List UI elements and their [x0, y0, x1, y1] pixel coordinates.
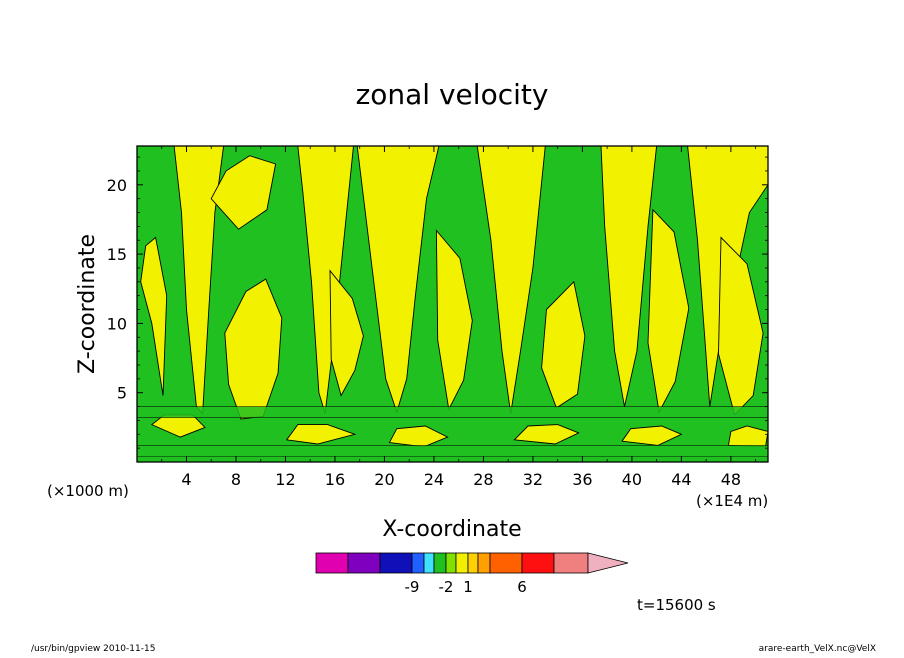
colorbar: -9 -2 1 6 [315, 552, 629, 596]
x-axis-label: X-coordinate [382, 517, 521, 542]
colorbar-segment [379, 552, 413, 574]
footer-right: arare-earth_VelX.nc@VelX [759, 644, 876, 654]
x-tick-label: 20 [374, 470, 394, 489]
x-tick-label: 44 [671, 470, 691, 489]
yellow-contour-region [718, 236, 764, 416]
yellow-contour-region [647, 208, 690, 414]
colorbar-segment [467, 552, 479, 574]
yellow-contour-region [285, 424, 357, 445]
y-axis: 5 10 15 20 [107, 156, 768, 449]
yellow-contour-region [140, 236, 168, 396]
colorbar-segment [455, 552, 469, 574]
x-tick-label: 40 [622, 470, 642, 489]
yellow-contour-region [224, 278, 283, 420]
x-unit-right: (×1E4 m) [696, 492, 768, 510]
x-tick-label: 32 [523, 470, 543, 489]
colorbar-segment [477, 552, 491, 574]
colorbar-segment [347, 552, 381, 574]
time-label: t=15600 s [637, 596, 716, 614]
x-unit-left: (×1000 m) [47, 482, 129, 500]
chart-title: zonal velocity [356, 78, 549, 111]
colorbar-segment [553, 552, 589, 574]
colorbar-arrow [587, 552, 629, 574]
y-tick-label: 15 [107, 245, 127, 264]
footer-left: /usr/bin/gpview 2010-11-15 [31, 644, 155, 654]
colorbar-label: 1 [463, 578, 473, 596]
yellow-contour-region [621, 425, 683, 446]
x-tick-label: 12 [275, 470, 295, 489]
x-tick-label: 16 [325, 470, 345, 489]
colorbar-segment [315, 552, 349, 574]
colorbar-segment [445, 552, 457, 574]
x-tick-label: 36 [572, 470, 592, 489]
yellow-contour-region [329, 269, 364, 397]
green-contour-band [136, 406, 769, 418]
colorbar-label: 6 [517, 578, 527, 596]
x-tick-label: 4 [181, 470, 191, 489]
y-tick-label: 20 [107, 176, 127, 195]
x-tick-label: 48 [721, 470, 741, 489]
yellow-contour-region [435, 229, 473, 411]
colorbar-segment [411, 552, 425, 574]
x-tick-label: 8 [231, 470, 241, 489]
y-tick-label: 5 [117, 384, 127, 403]
yellow-contour-region [513, 424, 580, 445]
y-tick-label: 10 [107, 314, 127, 333]
x-axis: 4 8 12 16 20 24 28 32 36 40 44 48 [161, 146, 757, 489]
y-axis-label: Z-coordinate [75, 234, 100, 374]
x-tick-label: 24 [424, 470, 444, 489]
plot-frame [136, 145, 769, 463]
x-tick-label: 28 [473, 470, 493, 489]
colorbar-segment [489, 552, 523, 574]
colorbar-segment [433, 552, 447, 574]
yellow-contour-region [541, 280, 586, 409]
plot-area [136, 145, 769, 463]
colorbar-label: -9 [405, 578, 420, 596]
green-contour-band [136, 445, 769, 457]
colorbar-segment [521, 552, 555, 574]
colorbar-segment [423, 552, 435, 574]
yellow-contour-region [210, 155, 277, 230]
colorbar-label: -2 [439, 578, 454, 596]
